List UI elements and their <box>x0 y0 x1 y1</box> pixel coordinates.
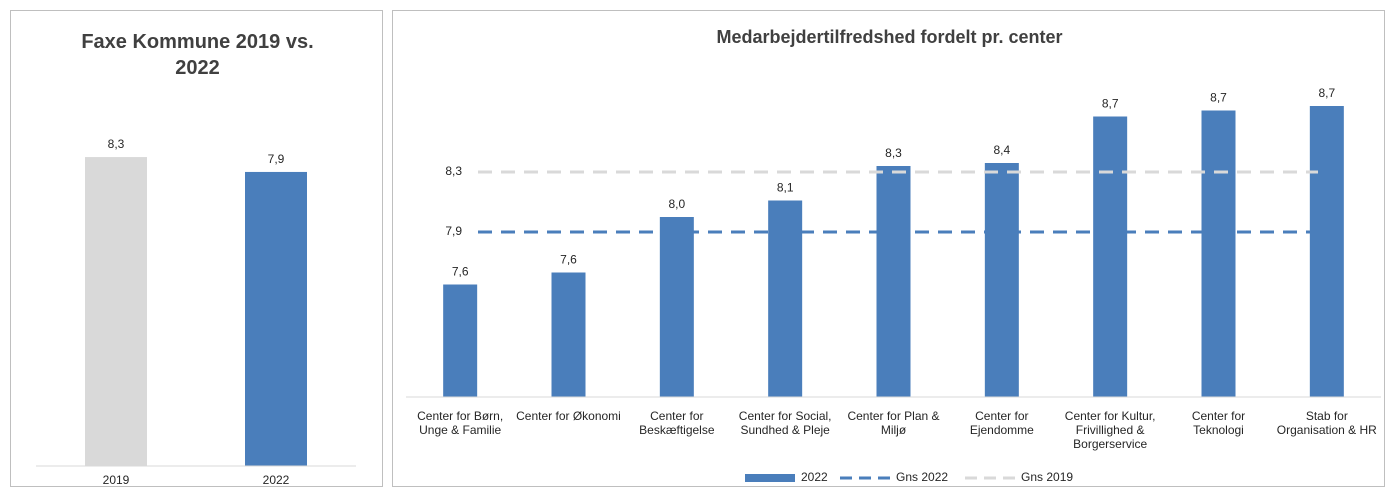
chart-title: Faxe Kommune 2019 vs. 2022 <box>81 31 314 79</box>
value-label: 7,6 <box>452 265 469 279</box>
chart: 7,6 7,6 8,0 8,1 8,3 8,4 8,7 8,7 8,7 8,3 7,9 2022 Gns… <box>406 86 1381 484</box>
legend-label: 2022 <box>801 470 828 484</box>
bar <box>1201 110 1236 397</box>
value-label: 8,3 <box>885 146 902 160</box>
left-panel: Faxe Kommune 2019 vs. 2022 8,3 7,9 2019 20… <box>10 10 383 487</box>
chart-title: Medarbejdertilfredshed fordelt pr. cente… <box>716 27 1063 47</box>
bar <box>551 272 586 397</box>
value-label: 8,1 <box>777 181 794 195</box>
value-label: 8,7 <box>1318 86 1335 100</box>
bar <box>85 157 147 467</box>
bar <box>659 217 694 397</box>
x-tick-label: Center for Økonomi <box>516 409 621 423</box>
bar <box>245 171 307 466</box>
reference-label: 7,9 <box>445 224 462 238</box>
x-tick-label: Center for Plan & Miljø <box>847 409 940 437</box>
x-tick-label: Center for Kultur, Frivillighed & Borger… <box>1064 409 1156 451</box>
x-tick-label: Center for Social, Sundhed & Pleje <box>738 409 832 437</box>
x-tick-label: Center for Beskæftigelse <box>639 409 715 437</box>
value-label: 8,3 <box>108 137 125 151</box>
value-label: 7,9 <box>268 152 285 166</box>
bar <box>1093 116 1128 397</box>
bar <box>876 166 911 397</box>
right-panel: Medarbejdertilfredshed fordelt pr. cente… <box>392 10 1385 487</box>
value-label: 7,6 <box>560 253 577 267</box>
reference-label: 8,3 <box>445 164 462 178</box>
x-tick-label: Center for Teknologi <box>1191 409 1246 437</box>
x-tick-label: 2019 <box>102 473 130 487</box>
chart: 8,3 7,9 <box>36 137 356 467</box>
value-label: 8,4 <box>993 143 1010 157</box>
bar <box>443 284 478 397</box>
x-tick-label: Center for Ejendomme <box>969 409 1034 437</box>
legend-label: Gns 2022 <box>896 470 948 484</box>
x-tick-label: Stab for Organisation & HR <box>1276 409 1377 437</box>
value-label: 8,0 <box>668 197 685 211</box>
legend-swatch <box>745 474 795 482</box>
value-label: 8,7 <box>1102 97 1119 111</box>
bar <box>984 163 1019 397</box>
x-tick-label: Center for Børn, Unge & Familie <box>417 409 504 437</box>
legend-label: Gns 2019 <box>1021 470 1073 484</box>
bar <box>768 200 803 397</box>
value-label: 8,7 <box>1210 91 1227 105</box>
x-tick-label: 2022 <box>262 473 290 487</box>
bar <box>1309 106 1344 397</box>
